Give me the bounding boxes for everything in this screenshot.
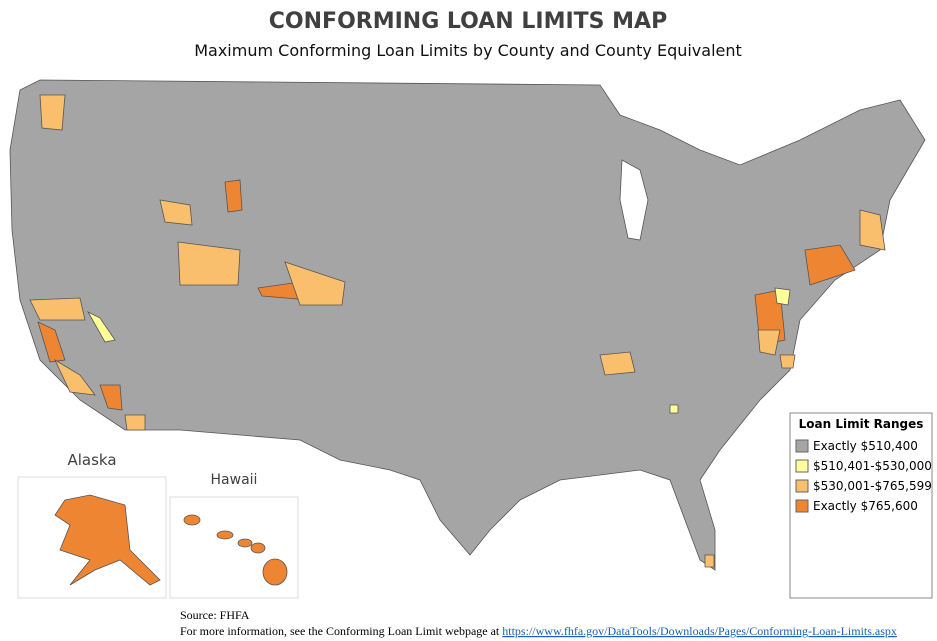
- region-orange: [99, 384, 123, 411]
- source: Source: FHFA: [180, 608, 250, 622]
- alaska: [54, 494, 161, 586]
- legend-label: Exactly $765,600: [813, 499, 918, 513]
- region-light: [779, 354, 796, 369]
- region-light: [757, 329, 781, 356]
- region-yellow: [87, 311, 116, 343]
- hawaii-island: [216, 530, 234, 540]
- legend-box: [789, 412, 933, 599]
- region-light: [284, 261, 346, 306]
- more-info: For more information, see the Conforming…: [180, 624, 897, 638]
- region-light: [39, 94, 66, 131]
- region-light: [177, 241, 241, 286]
- hawaii-island: [250, 542, 266, 554]
- link[interactable]: https://www.fhfa.gov/DataTools/Downloads…: [502, 624, 897, 638]
- lake-michigan: [619, 159, 649, 241]
- region-light: [29, 297, 86, 321]
- subtitle: Maximum Conforming Loan Limits by County…: [194, 41, 742, 60]
- region-orange: [224, 179, 243, 213]
- region-light: [704, 554, 715, 568]
- hawaii-island: [183, 514, 201, 526]
- legend-swatch: [795, 459, 809, 473]
- region-yellow: [774, 287, 791, 306]
- region-orange: [37, 321, 66, 363]
- hawaii-island: [237, 538, 253, 548]
- alaska-label: Alaska: [67, 451, 116, 469]
- legend-label: $510,401-$530,000: [813, 459, 932, 473]
- legend-swatch: [795, 479, 809, 493]
- region-orange: [804, 244, 856, 286]
- legend-title: Loan Limit Ranges: [799, 417, 924, 431]
- title: CONFORMING LOAN LIMITS MAP: [269, 9, 667, 34]
- more-info-text: For more information, see the Conforming…: [180, 624, 500, 638]
- hawaii-label: Hawaii: [211, 472, 258, 488]
- legend-label: $530,001-$765,599: [813, 479, 932, 493]
- legend-label: Exactly $510,400: [813, 439, 918, 453]
- region-light: [859, 209, 886, 251]
- legend-swatch: [795, 499, 809, 513]
- hawaii-island: [262, 558, 288, 586]
- region-light: [54, 358, 96, 396]
- region-yellow: [669, 404, 679, 414]
- region-light: [599, 351, 636, 376]
- region-light: [124, 414, 146, 431]
- region-light: [159, 199, 193, 226]
- legend-swatch: [795, 439, 809, 453]
- hawaii-frame: [169, 496, 299, 599]
